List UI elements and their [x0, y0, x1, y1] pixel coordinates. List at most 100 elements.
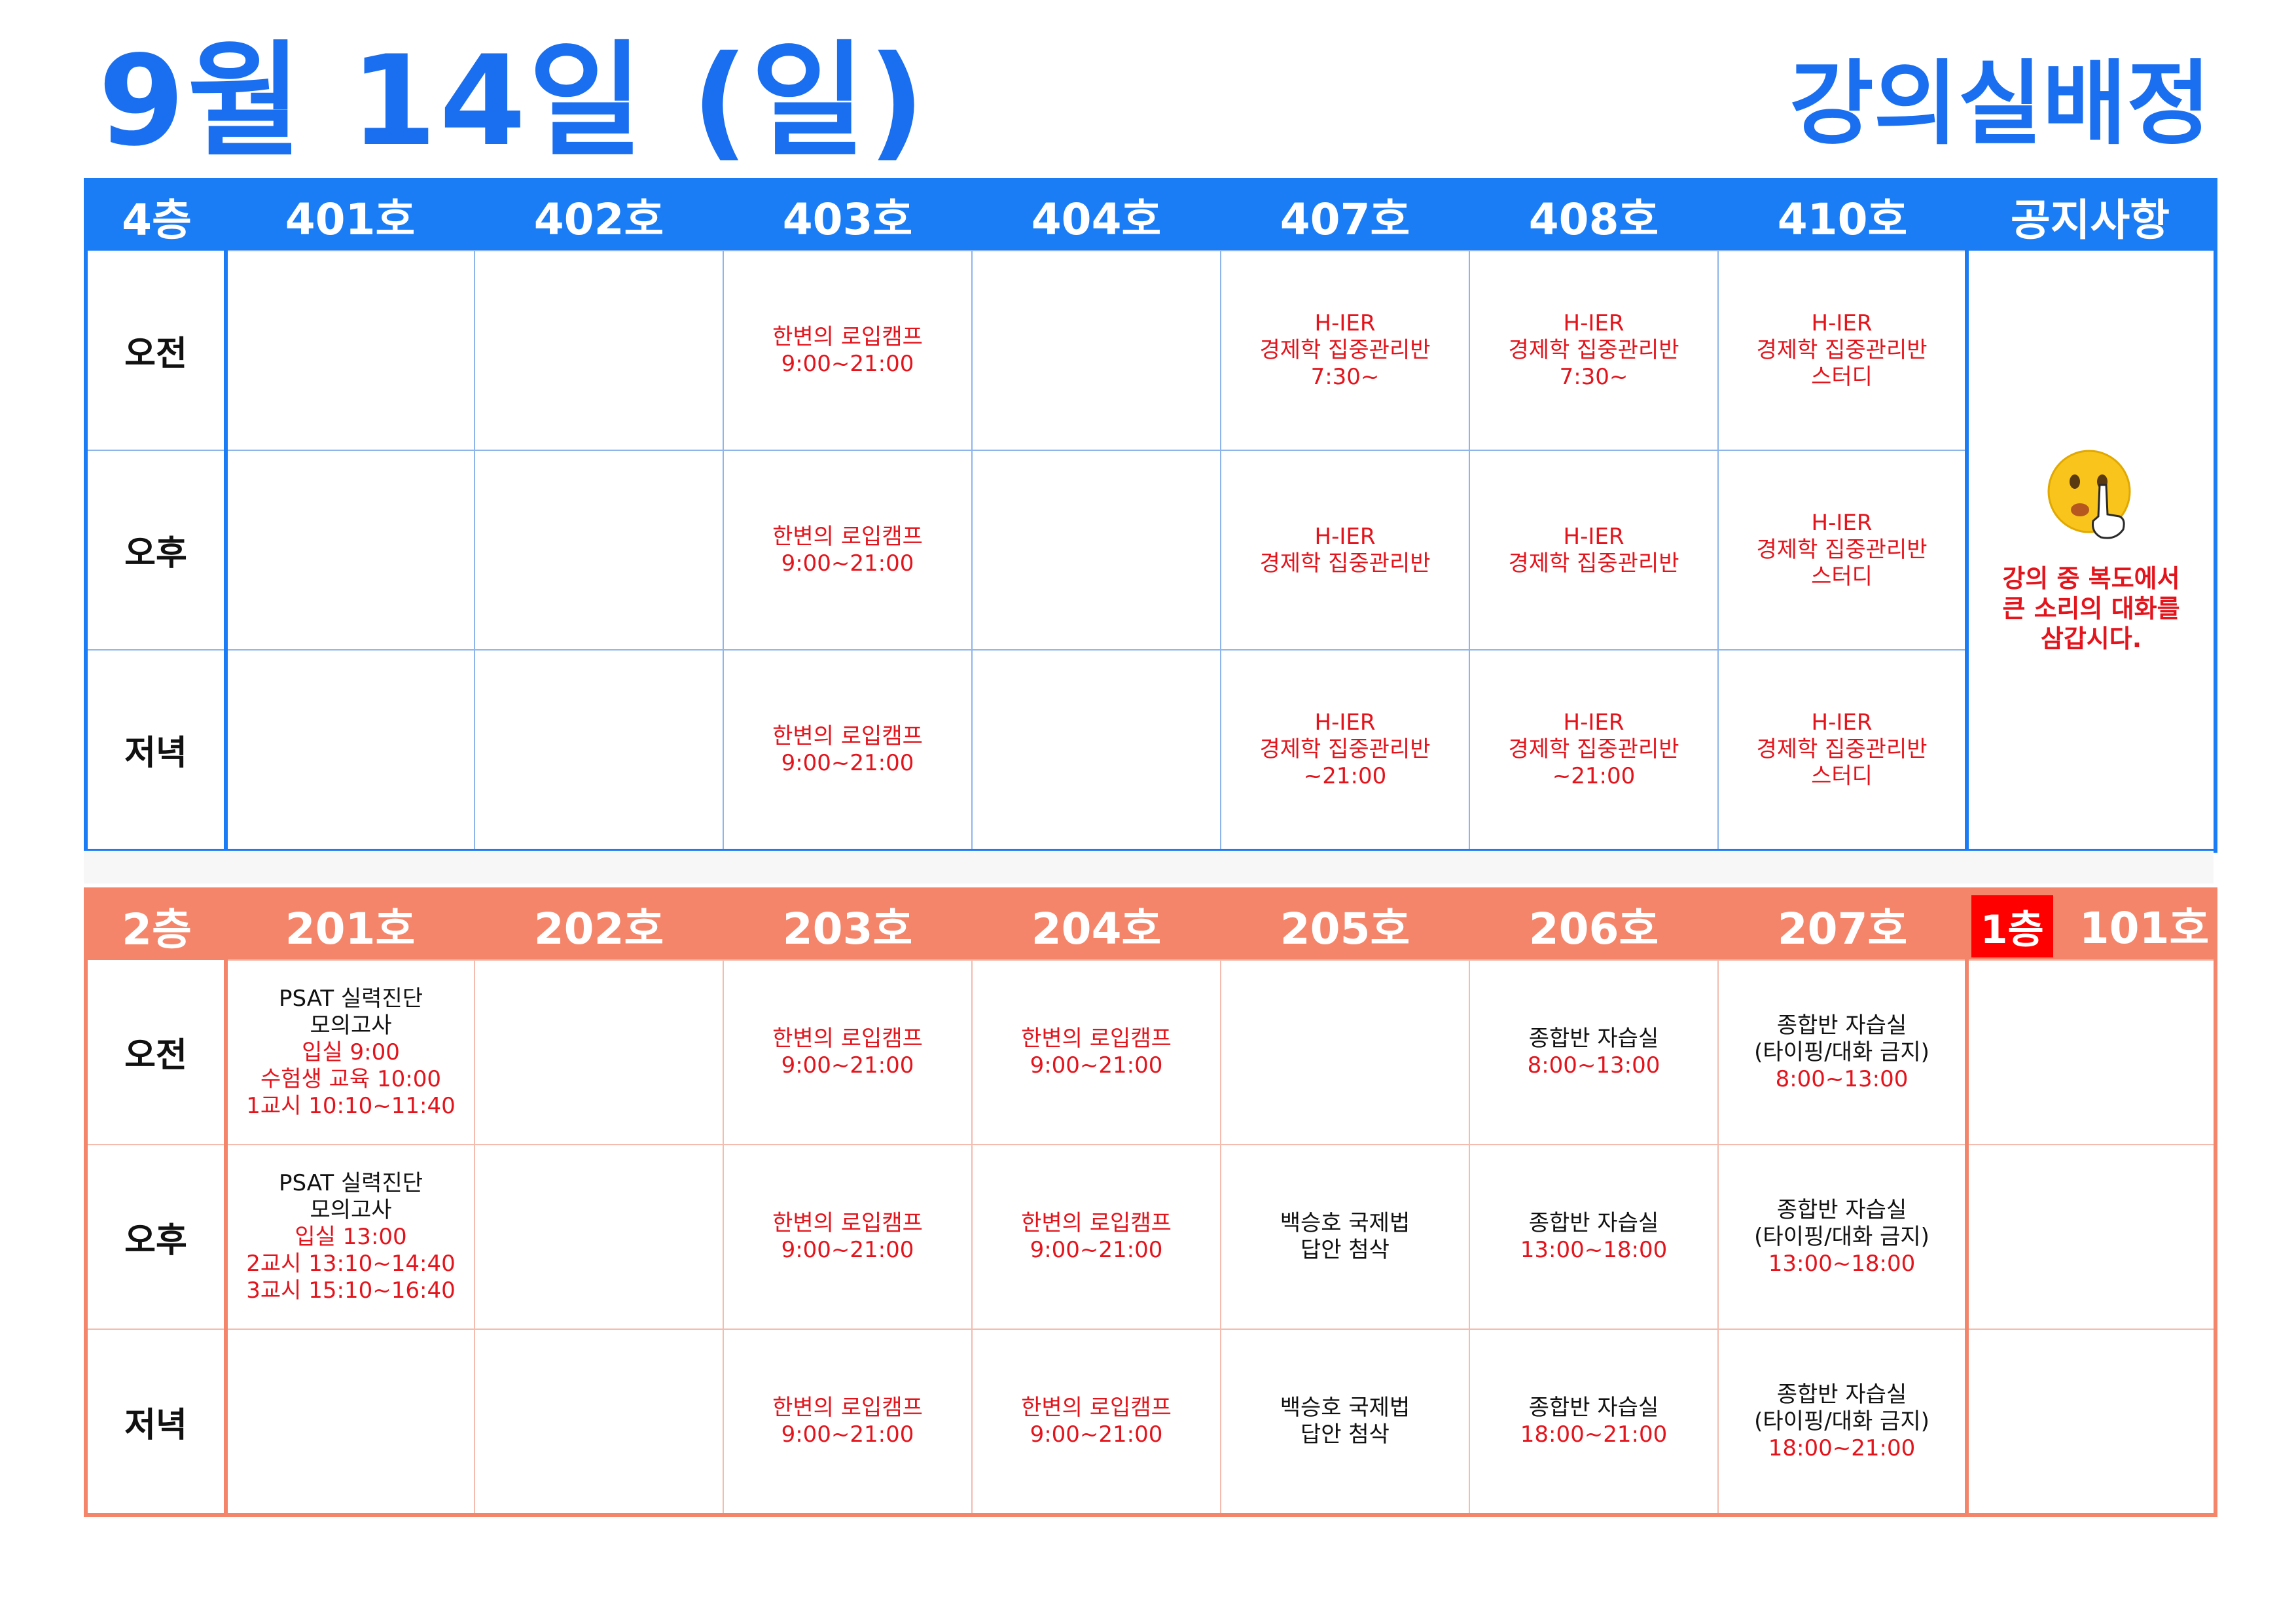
schedule-line: 경제학 집중관리반: [1259, 337, 1431, 363]
cell-content: 한변의 로입캠프 9:00~21:00: [973, 1210, 1220, 1264]
schedule-line: 9:00~21:00: [781, 1237, 914, 1263]
room-header-204: 204호: [972, 889, 1221, 960]
schedule-line: PSAT 실력진단: [278, 1169, 423, 1196]
schedule-cell: H-IER 경제학 집중관리반 7:30~: [1469, 250, 1719, 451]
room-header-201: 201호: [226, 889, 475, 960]
schedule-cell: 백승호 국제법 답안 첨삭: [1220, 1144, 1470, 1330]
cell-content: 한변의 로입캠프 9:00~21:00: [724, 324, 971, 378]
room-header-401: 401호: [226, 180, 475, 251]
floor1-header: 1층 101호: [1967, 889, 2215, 960]
schedule-cell: PSAT 실력진단 모의고사 입실 13:00 2교시 13:10~14:40 3교시 …: [225, 1144, 475, 1330]
schedule-line: 9:00~21:00: [1030, 1237, 1163, 1263]
schedule-cell: 한변의 로입캠프 9:00~21:00: [723, 649, 973, 851]
schedule-cell: [474, 1144, 724, 1330]
schedule-line: 7:30~: [1310, 364, 1380, 390]
schedule-line: 9:00~21:00: [781, 350, 914, 377]
schedule-line: 9:00~21:00: [781, 1052, 914, 1079]
schedule-cell: H-IER 경제학 집중관리반: [1220, 450, 1470, 651]
room-header-410: 410호: [1718, 180, 1967, 251]
cell-content: H-IER 경제학 집중관리반: [1221, 524, 1469, 577]
schedule-line: 1교시 10:10~11:40: [246, 1092, 456, 1119]
cell-content: 종합반 자습실 (타이핑/대화 금지) 18:00~21:00: [1719, 1382, 1965, 1462]
cell-content: 한변의 로입캠프 9:00~21:00: [724, 1210, 971, 1264]
notice-cell: 강의 중 복도에서 큰 소리의 대화를 삼갑시다.: [1965, 251, 2215, 851]
schedule-line: 13:00~18:00: [1520, 1237, 1668, 1263]
schedule-line: 한변의 로입캠프: [772, 1395, 923, 1421]
schedule-row: 오전 한변의 로입캠프 9:00~21:00 H-IER 경제학 집중관리반 7:30~ H…: [86, 250, 2215, 851]
cell-content: H-IER 경제학 집중관리반 7:30~: [1221, 310, 1469, 391]
cell-content: 종합반 자습실 (타이핑/대화 금지) 13:00~18:00: [1719, 1197, 1965, 1277]
cell-content: 종합반 자습실 (타이핑/대화 금지) 8:00~13:00: [1719, 1012, 1965, 1093]
period-label: 오후: [86, 450, 228, 651]
schedule-line: H-IER: [1314, 709, 1376, 736]
cell-content: 백승호 국제법 답안 첨삭: [1221, 1395, 1469, 1448]
period-label: 오전: [86, 251, 228, 451]
schedule-cell: [225, 450, 475, 651]
schedule-line: 모의고사: [310, 1012, 392, 1039]
schedule-line: 9:00~21:00: [1030, 1421, 1163, 1448]
room-header-206: 206호: [1469, 889, 1718, 960]
schedule-line: 종합반 자습실: [1776, 1196, 1907, 1223]
cell-content: 종합반 자습실 8:00~13:00: [1470, 1026, 1717, 1079]
schedule-line: 경제학 집중관리반: [1756, 537, 1928, 563]
schedule-cell: 한변의 로입캠프 9:00~21:00: [723, 959, 973, 1145]
cell-content: H-IER 경제학 집중관리반 7:30~: [1470, 310, 1717, 391]
table-divider-gap: [84, 851, 2214, 883]
schedule-line: 7:30~: [1559, 364, 1628, 390]
schedule-line: 종합반 자습실: [1528, 1026, 1659, 1052]
cell-content: 종합반 자습실 13:00~18:00: [1470, 1210, 1717, 1264]
shushing-face-icon: [2042, 446, 2140, 544]
floor1-badge: 1층: [1971, 895, 2053, 957]
schedule-cell: 종합반 자습실 18:00~21:00: [1469, 1329, 1719, 1516]
schedule-line: 한변의 로입캠프: [1021, 1210, 1172, 1236]
cell-content: 백승호 국제법 답안 첨삭: [1221, 1210, 1469, 1264]
schedule-line: 한변의 로입캠프: [772, 323, 923, 350]
schedule-line: 한변의 로입캠프: [772, 1026, 923, 1052]
cell-content: 한변의 로입캠프 9:00~21:00: [973, 1395, 1220, 1448]
schedule-cell: 종합반 자습실 (타이핑/대화 금지) 8:00~13:00: [1717, 959, 1967, 1145]
schedule-line: 경제학 집중관리반: [1756, 337, 1928, 363]
schedule-cell: [225, 1329, 475, 1516]
schedule-cell: [971, 649, 1221, 851]
schedule-cell: 백승호 국제법 답안 첨삭: [1220, 1329, 1470, 1516]
schedule-cell: 종합반 자습실 (타이핑/대화 금지) 18:00~21:00: [1717, 1329, 1967, 1516]
notice-header: 공지사항: [1967, 180, 2215, 251]
floor2-header-row: 2층 201호 202호 203호 204호 205호 206호 207호 1층…: [86, 889, 2215, 960]
schedule-line: 한변의 로입캠프: [772, 523, 923, 550]
schedule-line: 한변의 로입캠프: [772, 1210, 923, 1236]
room-header-408: 408호: [1469, 180, 1718, 251]
schedule-line: H-IER: [1314, 310, 1376, 336]
schedule-line: 경제학 집중관리반: [1259, 550, 1431, 577]
schedule-cell: [971, 250, 1221, 451]
schedule-cell: [474, 450, 724, 651]
floor4-label: 4층: [86, 180, 226, 251]
schedule-row: 오후 PSAT 실력진단 모의고사 입실 13:00 2교시 13:10~14:40 3교…: [86, 1144, 2216, 1330]
schedule-line: (타이핑/대화 금지): [1754, 1039, 1929, 1065]
cell-content: H-IER 경제학 집중관리반 스터디: [1719, 510, 1965, 590]
cell-content: PSAT 실력진단 모의고사 입실 9:00 수험생 교육 10:00 1교시 10:1…: [228, 986, 474, 1120]
schedule-cell: 한변의 로입캠프 9:00~21:00: [971, 1329, 1221, 1516]
schedule-line: 경제학 집중관리반: [1756, 736, 1928, 762]
schedule-cell: H-IER 경제학 집중관리반 스터디: [1717, 649, 1967, 851]
room-header-403: 403호: [723, 180, 972, 251]
cell-content: 한변의 로입캠프 9:00~21:00: [724, 1395, 971, 1448]
schedule-line: 경제학 집중관리반: [1508, 736, 1679, 762]
cell-content: H-IER 경제학 집중관리반 ~21:00: [1470, 709, 1717, 790]
schedule-line: 스터디: [1811, 563, 1873, 590]
schedule-cell: 종합반 자습실 13:00~18:00: [1469, 1144, 1719, 1330]
schedule-line: ~21:00: [1552, 763, 1636, 789]
room-header-101: 101호: [2079, 903, 2210, 954]
schedule-line: H-IER: [1811, 709, 1873, 736]
schedule-cell: [474, 959, 724, 1145]
schedule-line: 모의고사: [310, 1196, 392, 1223]
schedule-row: 저녁 한변의 로입캠프 9:00~21:00 H-IER 경제학 집중관리반 ~21:00…: [86, 649, 2215, 851]
room-header-404: 404호: [972, 180, 1221, 251]
schedule-cell: 종합반 자습실 8:00~13:00: [1469, 959, 1719, 1145]
floor4-schedule-table: 4층 401호 402호 403호 404호 407호 408호 410호 공지…: [84, 178, 2217, 853]
schedule-cell: H-IER 경제학 집중관리반 ~21:00: [1220, 649, 1470, 851]
schedule-cell: H-IER 경제학 집중관리반 7:30~: [1220, 250, 1470, 451]
schedule-line: 종합반 자습실: [1776, 1012, 1907, 1039]
cell-content: H-IER 경제학 집중관리반 ~21:00: [1221, 709, 1469, 790]
floor4-header-row: 4층 401호 402호 403호 404호 407호 408호 410호 공지…: [86, 180, 2215, 251]
schedule-cell: [1220, 959, 1470, 1145]
